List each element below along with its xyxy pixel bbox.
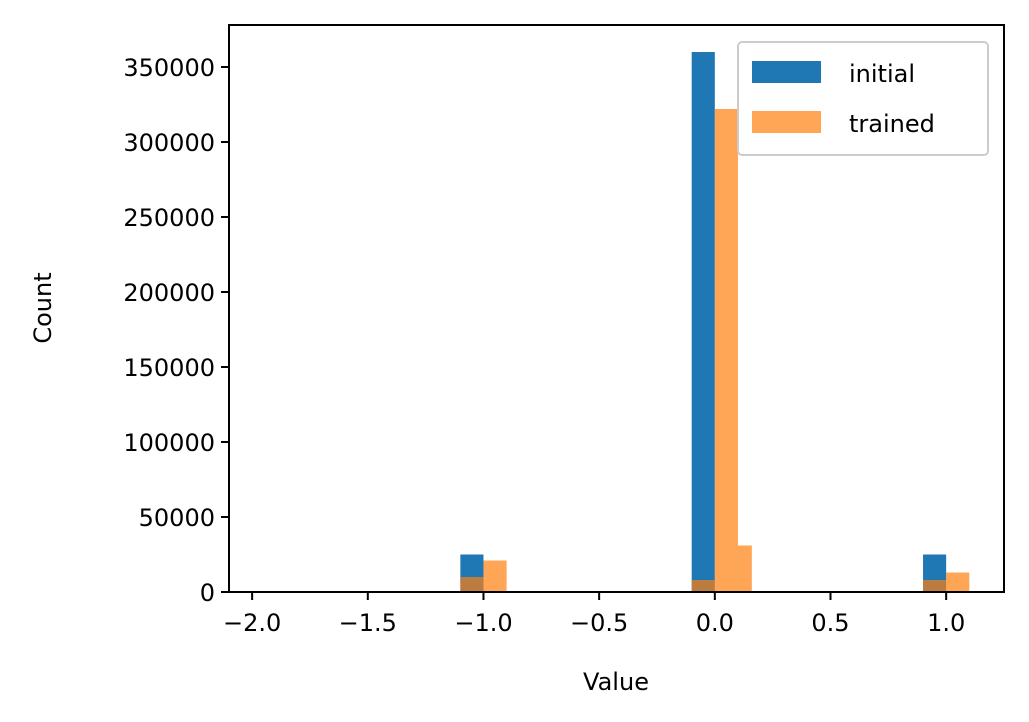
y-tick-label: 50000 (139, 504, 215, 532)
bar-trained-6 (946, 572, 970, 592)
bar-trained-2 (691, 580, 715, 592)
y-tick-label: 250000 (123, 204, 215, 232)
x-tick-label: 0.5 (811, 609, 849, 637)
y-tick-label: 150000 (123, 354, 215, 382)
legend: initial trained (737, 41, 989, 156)
bar-trained-5 (923, 580, 947, 592)
y-axis-ticks: 0 50000 100000 150000 200000 250000 300000 3500… (123, 54, 229, 607)
bar-trained-4 (737, 545, 752, 592)
y-tick-label: 0 (200, 579, 215, 607)
x-tick-label: −1.5 (339, 609, 397, 637)
legend-box (737, 41, 989, 156)
y-axis-label: Count (29, 272, 57, 343)
y-tick-label: 100000 (123, 429, 215, 457)
x-tick-label: −0.5 (570, 609, 628, 637)
x-tick-label: 0.0 (696, 609, 734, 637)
y-tick-label: 200000 (123, 279, 215, 307)
bars-layer (460, 52, 970, 592)
legend-swatch-initial (752, 61, 821, 83)
legend-label-initial: initial (849, 60, 915, 88)
x-tick-label: 1.0 (927, 609, 965, 637)
x-axis-ticks: −2.0 −1.5 −1.0 −0.5 0.0 0.5 1.0 (223, 592, 965, 637)
y-tick-label: 300000 (123, 129, 215, 157)
legend-label-trained: trained (849, 110, 935, 138)
bar-initial-1 (691, 52, 715, 592)
y-tick-label: 350000 (123, 54, 215, 82)
legend-swatch-trained (752, 111, 821, 133)
bar-trained-1 (483, 560, 507, 592)
bar-trained-0 (460, 577, 484, 592)
x-tick-label: −1.0 (454, 609, 512, 637)
bar-trained-3 (714, 109, 738, 592)
x-tick-label: −2.0 (223, 609, 281, 637)
x-axis-label: Value (583, 668, 649, 696)
plot-frame (228, 24, 1005, 593)
